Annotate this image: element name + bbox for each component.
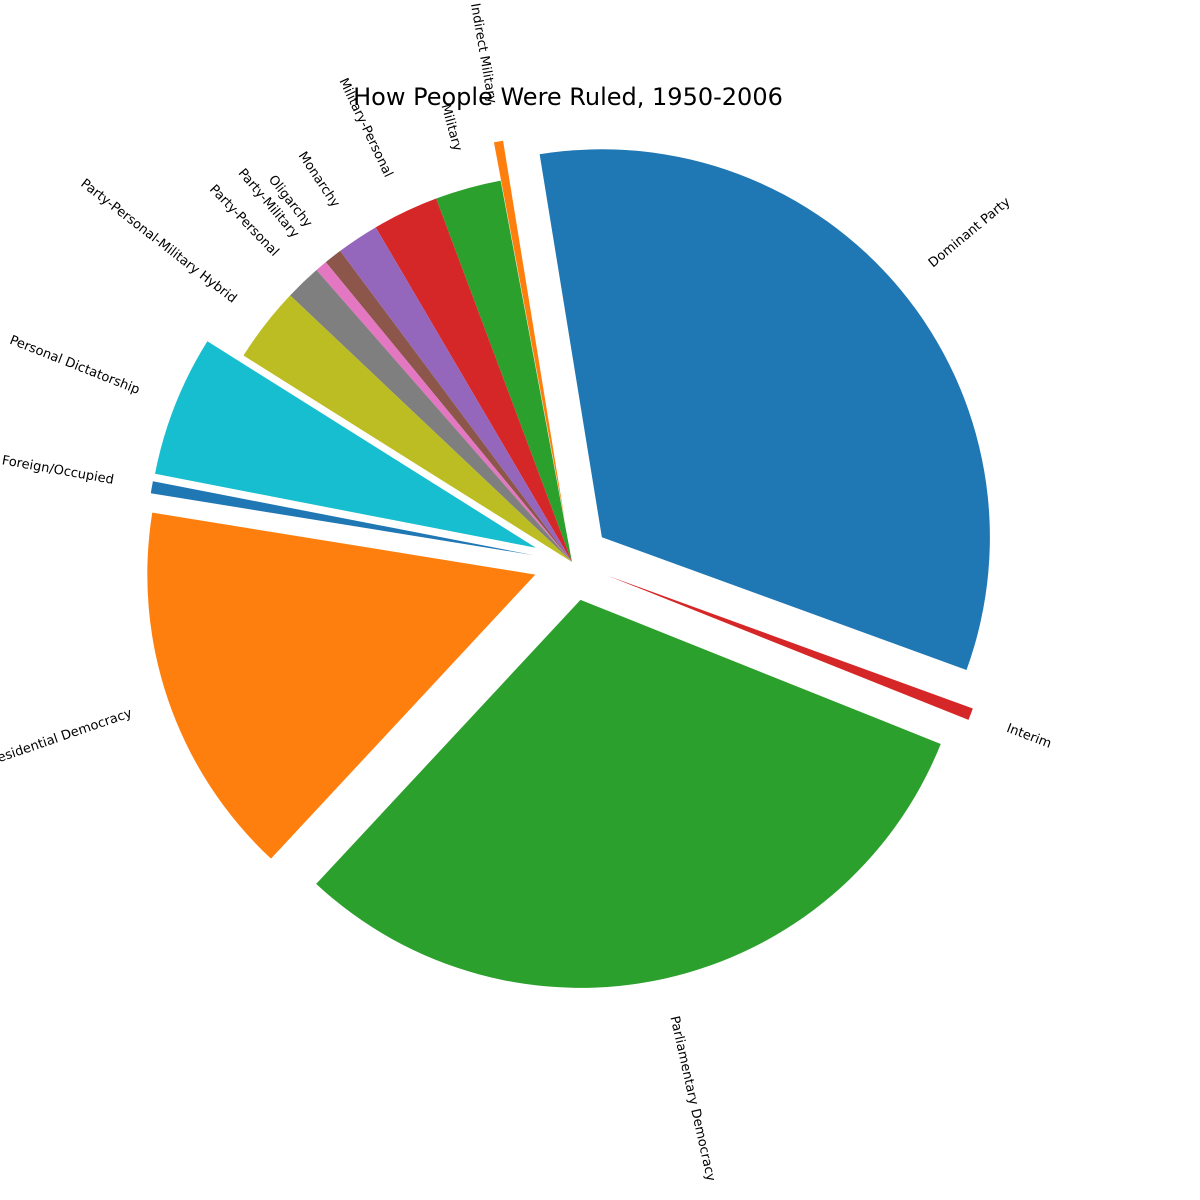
pie-slice-presidential-democracy [147, 512, 536, 859]
pie-slice-party-military [316, 262, 572, 562]
pie-slice-oligarchy [325, 250, 572, 562]
pie-slice-military-personal [375, 198, 572, 562]
pie-slice-party-personal [290, 270, 572, 562]
pie-slice-interim [608, 575, 973, 720]
pie-slice-military [436, 180, 572, 562]
pie-slice-foreign-occupied [150, 481, 534, 556]
slice-label-presidential-democracy: Presidential Democracy [0, 706, 134, 770]
slice-label-parliamentary-democracy: Parliamentary Democracy [667, 1015, 719, 1183]
pie-slice-indirect-military [493, 140, 566, 524]
pie-slices [147, 140, 990, 988]
slice-label-personal-dictatorship: Personal Dictatorship [7, 333, 141, 398]
slice-label-interim: Interim [1004, 721, 1053, 752]
pie-slice-monarchy [340, 227, 572, 562]
slice-label-foreign-occupied: Foreign/Occupied [1, 453, 115, 488]
slice-label-monarchy: Monarchy [295, 149, 343, 210]
pie-slice-dominant-party [539, 149, 990, 670]
pie-slice-personal-dictatorship [155, 341, 536, 548]
pie-slice-parliamentary-democracy [316, 599, 941, 988]
pie-slice-party-personal-military-hybrid [243, 295, 573, 562]
chart-title: How People Were Ruled, 1950-2006 [353, 83, 783, 111]
slice-label-dominant-party: Dominant Party [926, 195, 1014, 271]
